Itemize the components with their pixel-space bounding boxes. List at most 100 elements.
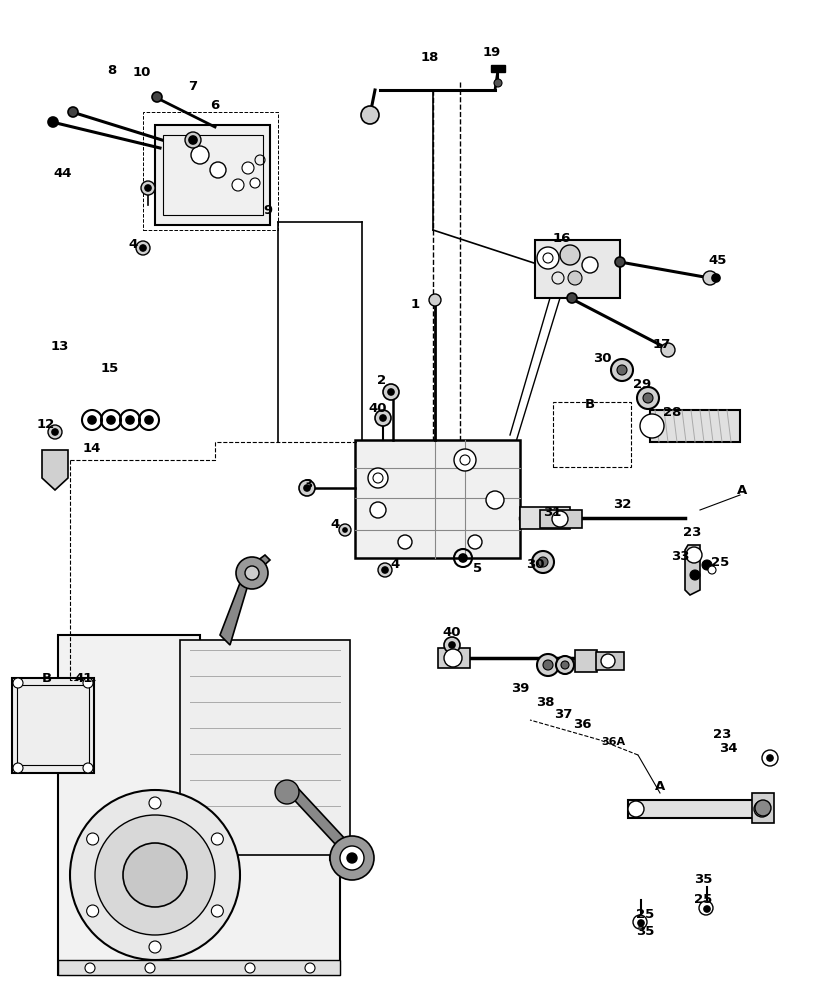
Text: 36A: 36A (600, 737, 624, 747)
Circle shape (338, 524, 351, 536)
Circle shape (299, 480, 314, 496)
Text: 2: 2 (377, 373, 386, 386)
Polygon shape (285, 785, 360, 860)
Circle shape (211, 905, 223, 917)
Circle shape (397, 535, 411, 549)
Text: 23: 23 (712, 728, 731, 741)
Circle shape (188, 136, 197, 144)
Text: 15: 15 (101, 361, 119, 374)
Text: 36: 36 (572, 718, 590, 731)
Circle shape (707, 566, 715, 574)
Circle shape (532, 551, 554, 573)
Text: 32: 32 (612, 498, 631, 512)
Circle shape (698, 901, 713, 915)
Circle shape (70, 790, 240, 960)
Circle shape (660, 343, 674, 357)
Circle shape (236, 557, 268, 589)
Text: 3: 3 (303, 479, 312, 491)
Circle shape (559, 245, 579, 265)
Circle shape (360, 106, 378, 124)
Bar (180, 640, 350, 855)
Circle shape (428, 294, 441, 306)
Text: 12: 12 (37, 418, 55, 432)
Bar (552, 402, 631, 467)
Bar (751, 793, 773, 823)
Text: 38: 38 (535, 696, 554, 708)
Circle shape (13, 763, 23, 773)
Circle shape (145, 416, 153, 424)
Text: 8: 8 (107, 64, 116, 77)
Circle shape (379, 415, 386, 421)
Circle shape (340, 846, 364, 870)
Circle shape (616, 365, 627, 375)
Circle shape (459, 554, 467, 562)
Circle shape (242, 162, 254, 174)
Circle shape (566, 293, 577, 303)
Text: 35: 35 (635, 925, 654, 938)
Circle shape (191, 146, 209, 164)
Circle shape (378, 563, 391, 577)
Circle shape (711, 274, 719, 282)
Text: B: B (42, 672, 52, 684)
Text: 10: 10 (133, 66, 151, 79)
Circle shape (454, 449, 475, 471)
Bar (534, 240, 619, 298)
Circle shape (536, 247, 559, 269)
Circle shape (689, 570, 699, 580)
Circle shape (702, 271, 716, 285)
Bar (155, 125, 269, 225)
Text: B: B (584, 398, 595, 412)
Text: A: A (736, 484, 746, 496)
Text: 1: 1 (410, 298, 419, 312)
Circle shape (145, 963, 155, 973)
Bar (540, 510, 581, 528)
Circle shape (149, 941, 161, 953)
Circle shape (250, 178, 260, 188)
Circle shape (542, 660, 552, 670)
Circle shape (368, 468, 387, 488)
Text: 31: 31 (542, 506, 560, 518)
Circle shape (342, 528, 346, 532)
Bar (143, 112, 278, 230)
Circle shape (106, 416, 115, 424)
Circle shape (382, 384, 399, 400)
Text: 19: 19 (482, 46, 500, 59)
Circle shape (387, 389, 393, 395)
Circle shape (95, 815, 215, 935)
Circle shape (551, 511, 568, 527)
Circle shape (600, 654, 614, 668)
Circle shape (245, 963, 255, 973)
Bar (437, 648, 469, 668)
Circle shape (753, 801, 769, 817)
Bar (595, 652, 623, 670)
Circle shape (185, 132, 201, 148)
Text: 14: 14 (83, 442, 101, 454)
Circle shape (346, 853, 356, 863)
Bar (519, 507, 569, 529)
Circle shape (52, 429, 58, 435)
Circle shape (754, 800, 770, 816)
Text: 23: 23 (682, 526, 700, 540)
Text: 39: 39 (510, 682, 528, 694)
Circle shape (329, 836, 373, 880)
Circle shape (581, 257, 597, 273)
Text: 4: 4 (330, 518, 339, 532)
Circle shape (48, 425, 62, 439)
Circle shape (83, 763, 93, 773)
Text: 16: 16 (552, 232, 571, 244)
Polygon shape (58, 960, 340, 975)
Circle shape (701, 560, 711, 570)
Text: 13: 13 (51, 340, 69, 354)
Circle shape (537, 557, 547, 567)
Circle shape (568, 271, 581, 285)
Circle shape (123, 843, 187, 907)
Polygon shape (58, 635, 340, 975)
Text: 9: 9 (263, 204, 272, 217)
Circle shape (639, 414, 663, 438)
Text: 37: 37 (553, 708, 572, 721)
Circle shape (232, 179, 244, 191)
Circle shape (126, 416, 133, 424)
Text: 35: 35 (693, 874, 712, 886)
Text: 5: 5 (473, 562, 482, 574)
Circle shape (486, 491, 504, 509)
